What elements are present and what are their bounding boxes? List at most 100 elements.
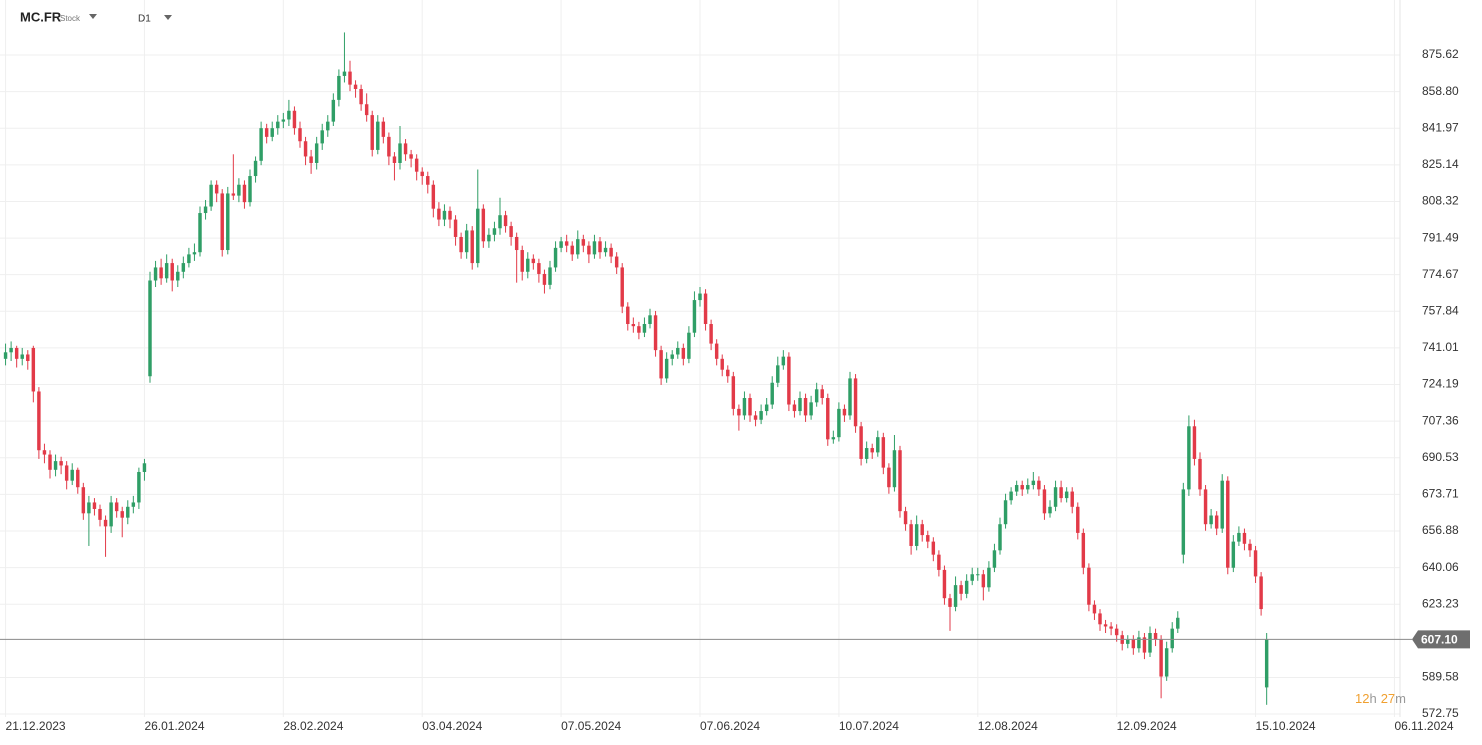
candle-body: [9, 347, 13, 353]
candle-body: [753, 415, 758, 420]
candle-body: [559, 241, 563, 248]
candle-body: [31, 347, 36, 392]
candle-body: [287, 110, 291, 120]
candle-body: [987, 567, 991, 588]
candle-body: [520, 250, 524, 272]
candle-body: [198, 213, 202, 253]
y-tick-label: 690.53: [1422, 450, 1459, 464]
candle-body: [253, 160, 258, 177]
candle-body: [20, 354, 24, 359]
candle-body: [670, 354, 674, 359]
candle-body: [1148, 633, 1152, 653]
candle-body: [164, 263, 169, 279]
candle-body: [470, 230, 474, 264]
candle-body: [548, 267, 552, 285]
candle-body: [787, 356, 791, 405]
candle-body: [1014, 485, 1019, 492]
candle-body: [1209, 515, 1213, 525]
candle-body: [909, 524, 913, 546]
y-tick-label: 741.01: [1422, 340, 1459, 354]
axes: 572.75 589.58 623.23 640.06 656.88 673.71 690.…: [0, 0, 1470, 733]
candle-body: [1264, 639, 1269, 688]
candle-body: [392, 156, 397, 163]
candle-body: [1220, 480, 1224, 529]
candle-body: [303, 141, 308, 157]
candle-body: [1131, 639, 1136, 649]
timeframe[interactable]: D1: [138, 14, 151, 25]
candle-body: [237, 184, 241, 196]
candle-body: [59, 461, 63, 466]
candle-body: [976, 574, 980, 576]
candle-body: [1237, 532, 1241, 542]
candle-body: [387, 136, 391, 157]
candle-body: [826, 397, 830, 440]
candle-body: [676, 347, 680, 355]
candle-body: [381, 121, 386, 137]
candle-body: [1092, 604, 1097, 614]
candle-body: [748, 397, 752, 416]
grid: [0, 0, 1400, 717]
candle-body: [1059, 487, 1063, 499]
y-tick-label: 825.14: [1422, 157, 1459, 171]
candle-body: [526, 258, 530, 272]
candle-body: [331, 99, 336, 122]
candle-body: [1087, 567, 1091, 605]
candle-body: [492, 228, 497, 235]
candle-body: [1103, 624, 1108, 627]
candle-body: [870, 448, 874, 453]
candle-body: [948, 598, 952, 607]
candle-body: [726, 369, 730, 377]
countdown-minutes: 27: [1381, 691, 1395, 706]
candle-body: [114, 502, 119, 512]
candle-body: [1181, 489, 1186, 555]
candle-body: [242, 184, 247, 203]
candle-body: [359, 88, 363, 105]
y-tick-label: 875.62: [1422, 47, 1459, 61]
x-tick-label: 03.04.2024: [422, 719, 482, 733]
candle-body: [459, 236, 463, 253]
candle-body: [564, 241, 569, 246]
candle-body: [848, 378, 852, 416]
candle-body: [1142, 637, 1147, 653]
candle-body: [892, 450, 897, 488]
symbol[interactable]: MC.FR: [20, 9, 62, 24]
candle-body: [659, 350, 663, 379]
candle-body: [831, 437, 836, 440]
candles: [3, 32, 1269, 705]
candle-body: [1114, 628, 1119, 636]
candle-body: [714, 343, 719, 359]
candle-body: [737, 408, 741, 416]
candle-body: [220, 193, 224, 251]
candle-body: [914, 524, 919, 546]
candle-body: [3, 352, 8, 359]
candle-body: [1048, 506, 1052, 514]
candle-body: [959, 585, 963, 594]
timeframe-dropdown[interactable]: [164, 15, 172, 20]
candle-body: [1009, 491, 1013, 501]
y-tick-label: 640.06: [1422, 560, 1459, 574]
candle-body: [809, 402, 813, 416]
candle-body: [14, 347, 19, 359]
candle-body: [170, 263, 174, 281]
candle-body: [609, 247, 613, 257]
candle-body: [1253, 550, 1258, 577]
candle-body: [509, 226, 513, 237]
candle-body: [248, 176, 252, 203]
candle-body: [864, 448, 869, 459]
candle-body: [653, 315, 658, 351]
instrument-kind: Stock: [60, 14, 81, 23]
symbol-dropdown[interactable]: [89, 14, 97, 19]
candle-body: [514, 236, 519, 251]
candle-body: [1042, 489, 1047, 514]
candle-body: [426, 176, 430, 185]
candle-body: [881, 437, 886, 468]
candle-body: [937, 554, 941, 570]
y-tick-label: 808.32: [1422, 194, 1459, 208]
candle-body: [264, 128, 269, 137]
candle-body: [792, 404, 797, 412]
x-tick-label: 07.05.2024: [561, 719, 621, 733]
candle-body: [981, 574, 986, 588]
countdown-minutes-unit: m: [1395, 691, 1406, 706]
candle-body: [620, 267, 624, 307]
candle-body: [159, 267, 163, 279]
